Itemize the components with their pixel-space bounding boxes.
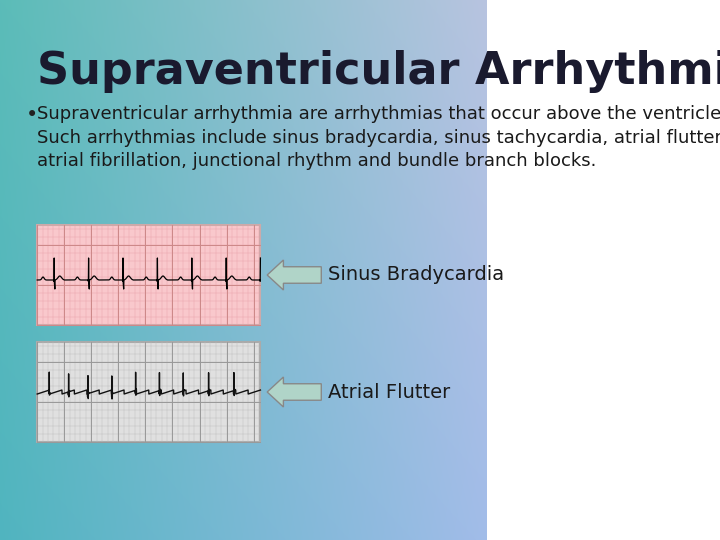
Text: Supraventricular Arrhythmias: Supraventricular Arrhythmias: [37, 50, 720, 93]
Text: Sinus Bradycardia: Sinus Bradycardia: [328, 266, 504, 285]
Bar: [37, 342, 261, 442]
Text: Supraventricular arrhythmia are arrhythmias that occur above the ventricles.
Suc: Supraventricular arrhythmia are arrhythm…: [37, 105, 720, 170]
Bar: [37, 225, 261, 325]
Text: Atrial Flutter: Atrial Flutter: [328, 382, 450, 402]
Polygon shape: [267, 260, 321, 290]
Text: •: •: [26, 105, 38, 125]
Polygon shape: [267, 377, 321, 407]
